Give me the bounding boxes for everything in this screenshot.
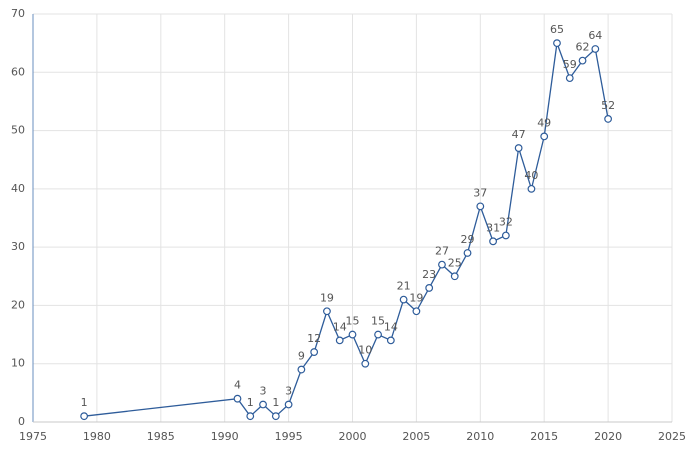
y-tick-label: 40 (11, 182, 25, 195)
x-tick-label: 2000 (339, 430, 367, 443)
marker (335, 336, 344, 345)
data-label: 65 (550, 23, 564, 36)
x-tick-label: 2005 (402, 430, 430, 443)
marker (578, 56, 587, 65)
x-tick-label: 1990 (211, 430, 239, 443)
x-tick-label: 1985 (147, 430, 175, 443)
y-tick-label: 70 (11, 7, 25, 20)
y-tick-label: 30 (11, 240, 25, 253)
data-label: 59 (563, 58, 577, 71)
data-label: 3 (285, 385, 292, 398)
marker (591, 45, 600, 53)
marker (514, 144, 523, 152)
y-tick-label: 60 (11, 65, 25, 78)
data-label: 52 (601, 99, 615, 112)
x-tick-label: 2015 (530, 430, 558, 443)
data-label: 47 (512, 128, 526, 141)
data-label: 62 (576, 41, 590, 54)
marker (80, 412, 89, 421)
marker (233, 394, 242, 403)
marker (259, 400, 267, 409)
data-label: 21 (397, 280, 411, 293)
marker (399, 295, 408, 304)
marker (476, 202, 485, 211)
y-tick-label: 50 (11, 124, 25, 137)
marker (527, 184, 536, 193)
data-label: 25 (448, 256, 462, 269)
marker (450, 272, 459, 281)
data-label: 1 (247, 396, 254, 409)
x-tick-label: 2025 (658, 430, 686, 443)
data-label: 9 (298, 350, 305, 363)
marker (425, 284, 434, 292)
marker (297, 365, 306, 374)
x-tick-label: 2020 (594, 430, 622, 443)
marker (310, 348, 319, 356)
marker (361, 359, 370, 368)
marker (412, 307, 421, 316)
y-tick-label: 0 (18, 415, 25, 428)
marker (463, 249, 472, 257)
marker (501, 231, 510, 240)
data-label: 19 (409, 291, 423, 304)
marker (386, 336, 395, 345)
marker (374, 330, 382, 339)
data-label: 23 (422, 268, 436, 281)
marker (565, 74, 574, 83)
data-label: 37 (473, 186, 487, 199)
data-label: 14 (333, 320, 347, 333)
x-tick-label: 1980 (83, 430, 111, 443)
x-tick-label: 2010 (466, 430, 494, 443)
data-label: 14 (384, 320, 398, 333)
marker (246, 412, 255, 421)
data-label: 27 (435, 245, 449, 258)
data-label: 1 (272, 396, 279, 409)
data-label: 19 (320, 291, 334, 304)
data-label: 10 (358, 344, 372, 357)
data-label: 64 (588, 29, 602, 42)
data-label: 40 (524, 169, 538, 182)
data-label: 49 (537, 116, 551, 129)
x-tick-label: 1995 (275, 430, 303, 443)
marker (284, 400, 293, 409)
marker (489, 237, 497, 246)
data-label: 1 (81, 396, 88, 409)
marker (438, 260, 446, 269)
data-label: 31 (486, 221, 500, 234)
marker (271, 412, 280, 421)
y-tick-label: 10 (11, 357, 25, 370)
data-label: 15 (346, 315, 360, 328)
marker (553, 39, 561, 48)
marker (323, 307, 331, 316)
data-label: 3 (260, 385, 267, 398)
marker (540, 132, 549, 141)
marker (348, 330, 357, 339)
line (84, 42, 609, 418)
data-label: 12 (307, 332, 321, 345)
data-label: 4 (234, 379, 241, 392)
y-tick-label: 20 (11, 298, 25, 311)
x-tick-label: 1975 (19, 430, 47, 443)
data-label: 15 (371, 315, 385, 328)
data-label: 32 (499, 215, 513, 228)
data-label: 29 (461, 233, 475, 246)
marker (604, 115, 612, 123)
